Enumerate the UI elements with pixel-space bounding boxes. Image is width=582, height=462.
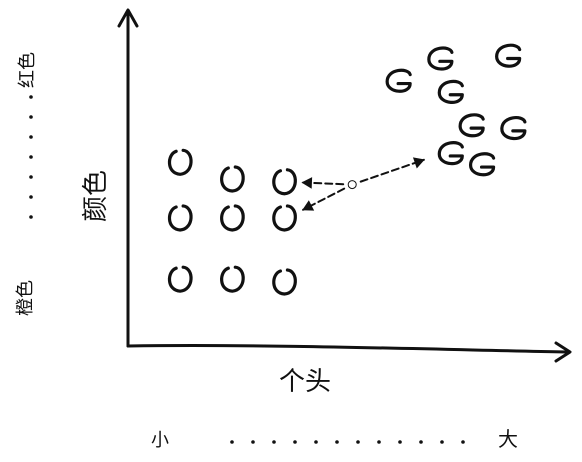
grapefruit-marker (500, 116, 527, 141)
orange-fruit-marker (272, 168, 297, 196)
scale-dot (29, 195, 33, 199)
x-axis-line (126, 344, 568, 354)
scale-dot (461, 440, 465, 444)
x-axis-arrowhead (554, 341, 572, 363)
orange-fruit-marker (167, 204, 193, 232)
scale-dot (356, 440, 360, 444)
grapefruit-marker (495, 43, 522, 68)
scale-dot (440, 440, 444, 444)
orange-fruit-marker (272, 204, 297, 232)
orange-fruit-marker (220, 265, 245, 293)
x-scale-dots (230, 440, 465, 444)
x-scale-high-label: 大 (498, 427, 518, 451)
grapefruit-marker (427, 46, 454, 71)
axes (117, 8, 572, 363)
y-scale-dots (29, 95, 33, 219)
scale-dot (230, 440, 234, 444)
scale-dot (29, 95, 33, 99)
scale-dot (377, 440, 381, 444)
orange-fruit-marker (220, 204, 245, 232)
orange-fruit-marker (220, 165, 245, 193)
neighbor-arrow-head (302, 200, 315, 211)
grapefruit-marker (468, 152, 496, 177)
scale-dot (29, 175, 33, 179)
scale-dot (398, 440, 402, 444)
neighbor-arrows (301, 157, 425, 211)
y-axis-label: 颜色 (81, 170, 111, 222)
data-points (167, 43, 527, 296)
x-axis-label: 个头 (279, 367, 331, 397)
scale-dot (272, 440, 276, 444)
neighbor-arrow-head (412, 157, 425, 169)
scale-dot (335, 440, 339, 444)
scale-dot (29, 115, 33, 119)
y-axis-arrowhead (117, 8, 139, 28)
scale-dot (419, 440, 423, 444)
scale-dot (29, 155, 33, 159)
y-scale-low-label: 橙色 (15, 280, 36, 316)
neighbor-arrow-line (359, 158, 425, 183)
scale-dot (251, 440, 255, 444)
grapefruit-marker (385, 68, 412, 93)
grapefruit-marker (437, 141, 464, 166)
query-point (347, 180, 357, 190)
y-scale-high-label: 红色 (17, 52, 38, 88)
neighbor-arrow-head (301, 177, 313, 189)
grapefruit-marker (458, 113, 485, 138)
scale-dot (314, 440, 318, 444)
scale-dot (29, 215, 33, 219)
orange-fruit-marker (167, 265, 193, 293)
orange-fruit-marker (272, 268, 297, 296)
scale-dot (293, 440, 297, 444)
orange-fruit-marker (167, 148, 193, 176)
scale-dot (29, 135, 33, 139)
x-scale-low-label: 小 (151, 430, 169, 451)
grapefruit-marker (437, 79, 464, 104)
